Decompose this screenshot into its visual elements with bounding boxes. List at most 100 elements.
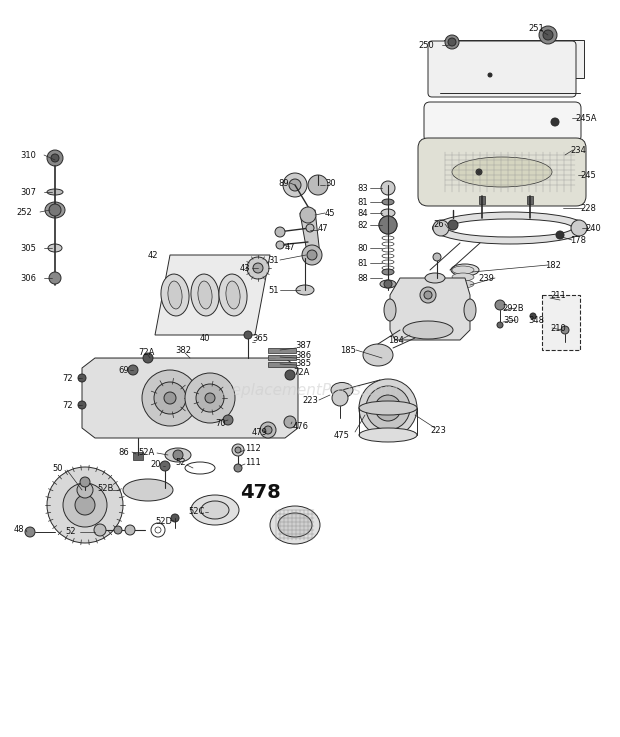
Circle shape: [253, 263, 263, 273]
Text: 479: 479: [252, 427, 268, 436]
Circle shape: [306, 224, 314, 232]
Circle shape: [302, 245, 322, 265]
Ellipse shape: [382, 269, 394, 275]
Polygon shape: [155, 255, 270, 335]
Text: 83: 83: [357, 184, 368, 192]
Circle shape: [488, 73, 492, 77]
Text: 478: 478: [240, 483, 281, 501]
Ellipse shape: [47, 189, 63, 195]
Ellipse shape: [296, 285, 314, 295]
Text: 348: 348: [528, 315, 544, 324]
Polygon shape: [444, 40, 584, 78]
Circle shape: [497, 322, 503, 328]
Ellipse shape: [191, 495, 239, 525]
Text: 292B: 292B: [502, 304, 524, 312]
Circle shape: [196, 384, 224, 412]
Polygon shape: [82, 358, 298, 438]
Text: 26: 26: [433, 220, 444, 228]
Ellipse shape: [45, 202, 65, 218]
Ellipse shape: [452, 280, 474, 288]
Ellipse shape: [201, 501, 229, 519]
Ellipse shape: [382, 199, 394, 205]
Text: 80: 80: [357, 243, 368, 253]
Circle shape: [128, 365, 138, 375]
Text: 52: 52: [65, 528, 76, 537]
Text: 365: 365: [252, 334, 268, 343]
Circle shape: [164, 392, 176, 404]
Bar: [268, 355, 296, 360]
Circle shape: [283, 173, 307, 197]
Circle shape: [448, 38, 456, 46]
Circle shape: [234, 464, 242, 472]
Ellipse shape: [219, 274, 247, 316]
Bar: [268, 348, 296, 353]
Ellipse shape: [451, 264, 479, 276]
FancyBboxPatch shape: [424, 102, 581, 142]
Text: 88: 88: [357, 273, 368, 282]
Circle shape: [332, 390, 348, 406]
Text: 70: 70: [215, 419, 226, 427]
Ellipse shape: [452, 266, 474, 274]
Circle shape: [448, 220, 458, 230]
Circle shape: [433, 253, 441, 261]
Text: 306: 306: [20, 273, 36, 282]
Circle shape: [154, 382, 186, 414]
Text: 72: 72: [62, 374, 73, 383]
Text: 86: 86: [118, 447, 129, 456]
Text: 240: 240: [585, 223, 601, 232]
Text: 184: 184: [388, 335, 404, 344]
Ellipse shape: [123, 479, 173, 501]
Text: 307: 307: [20, 187, 36, 197]
Circle shape: [235, 447, 241, 453]
Ellipse shape: [403, 321, 453, 339]
FancyBboxPatch shape: [428, 41, 576, 97]
Polygon shape: [390, 278, 470, 340]
Text: 43: 43: [240, 264, 250, 273]
Circle shape: [275, 227, 285, 237]
Text: 252: 252: [16, 208, 32, 217]
Ellipse shape: [226, 281, 240, 309]
Text: 223: 223: [430, 425, 446, 435]
Bar: [268, 362, 296, 367]
Circle shape: [264, 426, 272, 434]
Text: 52A: 52A: [139, 447, 155, 456]
Ellipse shape: [359, 401, 417, 415]
Circle shape: [289, 179, 301, 191]
Circle shape: [171, 514, 179, 522]
Text: 210: 210: [550, 324, 565, 332]
Circle shape: [477, 170, 481, 173]
Ellipse shape: [331, 383, 353, 397]
Text: 48: 48: [14, 525, 25, 534]
Circle shape: [424, 291, 432, 299]
Ellipse shape: [381, 209, 395, 217]
Circle shape: [445, 35, 459, 49]
Circle shape: [94, 524, 106, 536]
Text: 89: 89: [278, 178, 289, 187]
Ellipse shape: [448, 219, 572, 237]
Text: 52C: 52C: [188, 508, 205, 517]
Text: 52: 52: [175, 458, 185, 467]
Text: 31: 31: [268, 256, 278, 265]
Circle shape: [420, 287, 436, 303]
Ellipse shape: [452, 157, 552, 187]
Text: 42: 42: [148, 251, 159, 259]
Ellipse shape: [161, 274, 189, 316]
Ellipse shape: [165, 448, 191, 462]
Text: 182: 182: [545, 260, 561, 270]
Circle shape: [284, 416, 296, 428]
Text: 81: 81: [357, 259, 368, 268]
Text: 245: 245: [580, 170, 596, 180]
Text: 382: 382: [175, 346, 191, 354]
Ellipse shape: [384, 299, 396, 321]
Bar: [479, 196, 485, 204]
Circle shape: [551, 118, 559, 126]
Text: 47: 47: [285, 242, 296, 251]
Circle shape: [381, 181, 395, 195]
Circle shape: [160, 461, 170, 471]
Ellipse shape: [168, 281, 182, 309]
Circle shape: [114, 526, 122, 534]
Text: 386: 386: [295, 351, 311, 360]
Text: 52B: 52B: [97, 483, 113, 492]
Circle shape: [561, 326, 569, 334]
Circle shape: [247, 257, 269, 279]
